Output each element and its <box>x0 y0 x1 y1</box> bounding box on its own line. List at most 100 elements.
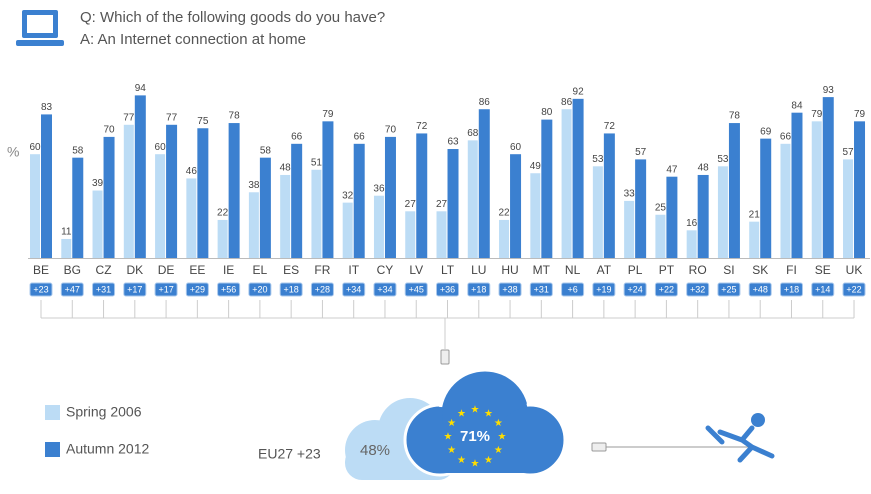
change-label: +20 <box>252 284 267 294</box>
bar <box>30 154 40 258</box>
value-label: 11 <box>61 227 72 238</box>
change-badge <box>717 282 741 297</box>
x-tick-label: FI <box>786 263 797 277</box>
x-tick-label: BE <box>33 263 49 277</box>
star: ★ <box>484 408 493 419</box>
bar <box>760 138 772 258</box>
change-label: +18 <box>471 284 486 294</box>
star: ★ <box>494 445 503 456</box>
change-badge <box>185 282 209 297</box>
value-label: 53 <box>717 154 729 165</box>
bar <box>592 166 603 258</box>
value-label: 57 <box>842 147 854 158</box>
bar <box>280 174 291 258</box>
bar <box>635 159 647 258</box>
value-label: 38 <box>248 180 260 191</box>
bar <box>197 128 209 258</box>
x-tick-label: UK <box>846 263 863 277</box>
value-label: 48 <box>698 163 710 174</box>
eu27-autumn: 71% <box>460 428 490 445</box>
value-label: 46 <box>186 166 198 177</box>
bar <box>123 124 134 258</box>
change-label: +45 <box>409 284 424 294</box>
x-tick-label: EL <box>253 263 268 277</box>
bar <box>373 195 384 258</box>
bar <box>447 149 459 258</box>
star: ★ <box>457 408 466 419</box>
x-tick-label: DE <box>158 263 175 277</box>
change-label: +47 <box>65 284 80 294</box>
change-label: +14 <box>815 284 830 294</box>
value-label: 93 <box>823 85 835 96</box>
x-tick-label: LU <box>471 263 486 277</box>
value-label: 79 <box>854 109 866 120</box>
value-label: 49 <box>530 161 542 172</box>
value-label: 84 <box>791 100 803 111</box>
bar <box>92 190 103 258</box>
bar <box>780 143 791 258</box>
plug-icons <box>440 349 755 452</box>
bar <box>436 211 447 258</box>
bar <box>61 238 72 258</box>
value-label: 83 <box>41 102 53 113</box>
value-label: 70 <box>385 125 397 136</box>
value-label: 16 <box>686 218 698 229</box>
change-label: +31 <box>534 284 549 294</box>
change-badge <box>467 282 491 297</box>
bar <box>686 230 697 258</box>
bar <box>822 97 834 258</box>
answer: A: An Internet connection at home <box>80 31 306 48</box>
legend-label: Autumn 2012 <box>66 441 149 457</box>
change-label: +56 <box>221 284 236 294</box>
change-badge <box>779 282 803 297</box>
change-badge <box>154 282 178 297</box>
x-tick-label: LV <box>409 263 423 277</box>
bar <box>561 109 572 258</box>
change-badge <box>592 282 616 297</box>
star: ★ <box>444 432 453 443</box>
value-label: 39 <box>92 178 104 189</box>
x-tick-label: CY <box>377 263 394 277</box>
change-badge <box>373 282 397 297</box>
change-badge <box>686 282 710 297</box>
change-label: +22 <box>659 284 674 294</box>
change-label: +24 <box>627 284 642 294</box>
change-label: +22 <box>846 284 861 294</box>
change-label: +23 <box>33 284 48 294</box>
eu-stars: ★ ★★★★★★★★★★★ <box>444 405 507 470</box>
value-label: 92 <box>573 86 585 97</box>
value-label: 58 <box>260 145 272 156</box>
change-badge <box>404 282 428 297</box>
value-label: 79 <box>811 109 823 120</box>
change-label: +31 <box>96 284 111 294</box>
value-label: 33 <box>624 189 636 200</box>
star: ★ <box>484 455 493 466</box>
change-label: +32 <box>690 284 705 294</box>
value-label: 22 <box>217 208 229 219</box>
bar <box>405 211 416 258</box>
value-label: 58 <box>72 145 84 156</box>
change-label: +38 <box>502 284 517 294</box>
value-label: 53 <box>592 154 604 165</box>
change-badge <box>842 282 866 297</box>
change-badge <box>436 282 460 297</box>
value-label: 27 <box>405 199 417 210</box>
bar <box>467 140 478 258</box>
value-label: 32 <box>342 190 354 201</box>
x-tick-label: LT <box>441 263 455 277</box>
x-tick-label: RO <box>689 263 707 277</box>
x-tick-label: SI <box>723 263 734 277</box>
x-tick-label: IT <box>348 263 359 277</box>
bar <box>416 133 428 258</box>
x-tick-label: HU <box>501 263 518 277</box>
eu27-spring: 48% <box>360 442 390 459</box>
change-badge <box>748 282 772 297</box>
star: ★ <box>471 459 480 470</box>
change-badge <box>217 282 241 297</box>
value-label: 80 <box>541 107 553 118</box>
change-badge <box>342 282 366 297</box>
change-label: +25 <box>721 284 736 294</box>
x-tick-label: DK <box>126 263 143 277</box>
value-label: 70 <box>103 125 115 136</box>
change-badge <box>498 282 522 297</box>
